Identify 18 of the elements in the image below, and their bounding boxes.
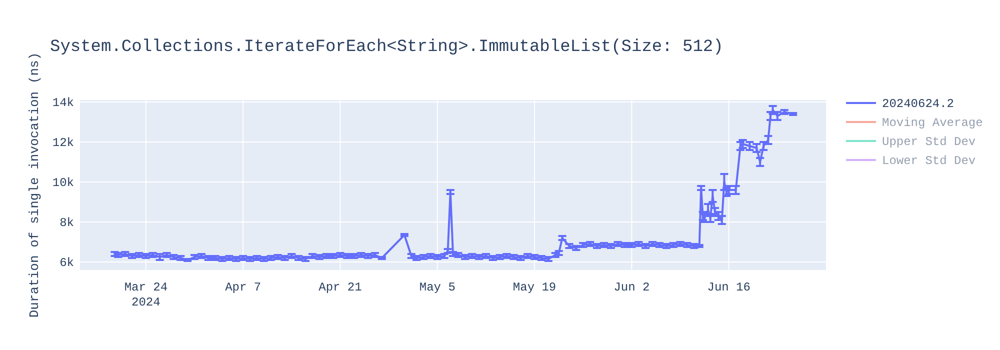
x-tick-label: Mar 24 2024 <box>124 280 168 310</box>
y-tick-label: 14k <box>52 96 74 110</box>
x-tick-label: Jun 2 <box>614 280 650 295</box>
y-tick-label: 6k <box>60 256 74 270</box>
y-axis-title: Duration of single invocation (ns) <box>27 52 42 318</box>
x-tick-label: Apr 21 <box>318 280 362 295</box>
x-tick-label: Jun 16 <box>707 280 750 295</box>
chart-title: System.Collections.IterateForEach<String>.ImmutableList(Size: 512) <box>50 38 724 57</box>
y-tick-label: 12k <box>52 136 74 150</box>
x-tick-label: Apr 7 <box>225 280 262 295</box>
y-tick-label: 8k <box>60 216 74 230</box>
y-tick-label: 10k <box>52 176 74 190</box>
legend-label: Lower Std Dev <box>882 154 976 168</box>
legend-label: 20240624.2 <box>882 97 954 111</box>
legend-label: Moving Average <box>882 116 983 130</box>
x-tick-label: May 5 <box>419 280 456 295</box>
legend-label: Upper Std Dev <box>882 135 976 149</box>
x-tick-label: May 19 <box>512 280 556 295</box>
